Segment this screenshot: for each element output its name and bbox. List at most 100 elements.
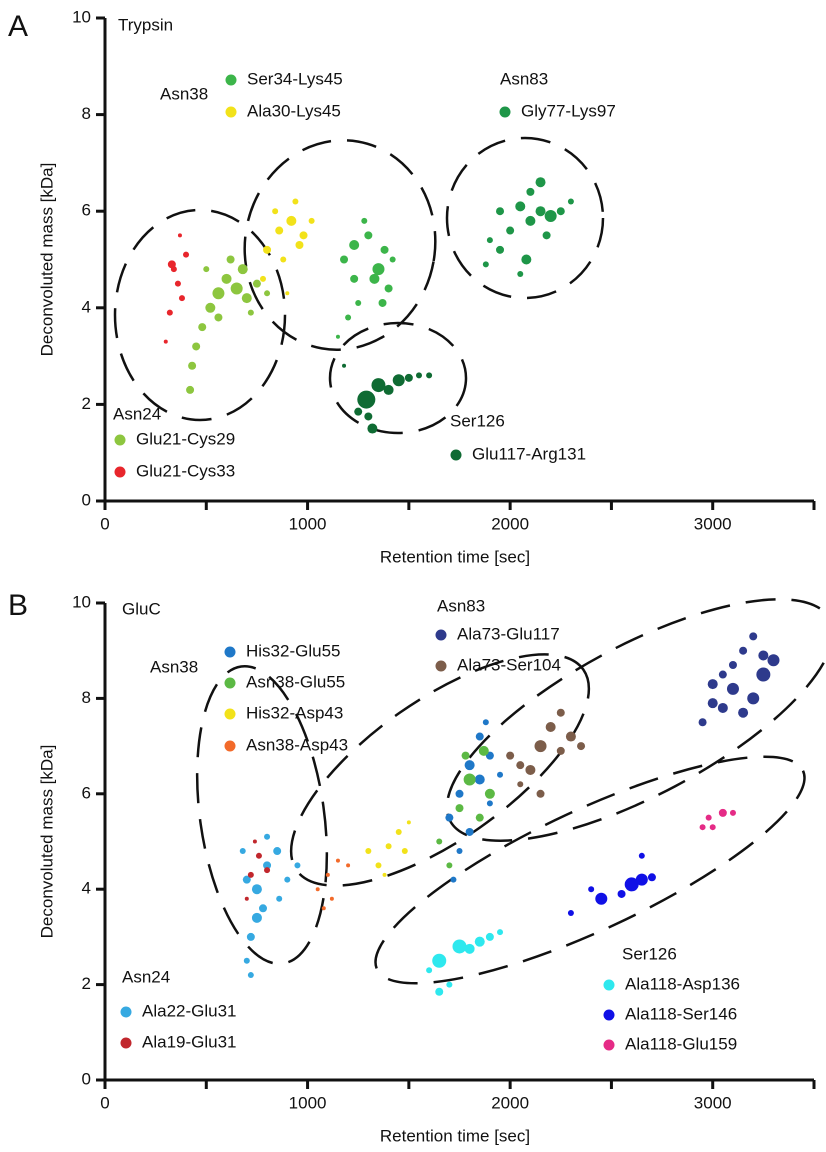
group-outline: [445, 136, 605, 300]
data-point: [617, 889, 626, 898]
data-point: [525, 215, 536, 226]
legend-marker: [603, 1009, 615, 1021]
data-point: [536, 789, 545, 798]
data-point: [350, 274, 359, 283]
data-point: [166, 309, 173, 316]
data-point: [251, 884, 262, 895]
data-point: [556, 746, 565, 755]
x-tick-label: 0: [100, 514, 109, 533]
legend-label: His32-Asp43: [246, 703, 343, 722]
group-outline: [195, 664, 329, 966]
group-outline: [243, 139, 437, 351]
x-tick-label: 2000: [491, 1093, 529, 1112]
data-point: [452, 939, 467, 954]
legend-marker: [603, 979, 615, 991]
data-point: [241, 293, 252, 304]
data-point: [577, 742, 586, 751]
data-point: [369, 273, 380, 284]
group-label: Asn83: [500, 69, 548, 88]
data-point: [729, 809, 736, 816]
data-point: [392, 374, 405, 387]
data-point: [335, 334, 340, 339]
data-point: [384, 284, 393, 293]
data-point: [284, 876, 291, 883]
data-point: [364, 231, 373, 240]
data-point: [497, 771, 504, 778]
legend-label: Ala30-Lys45: [247, 101, 341, 120]
legend-label: Ala118-Glu159: [625, 1034, 737, 1053]
data-point: [247, 972, 254, 979]
data-point: [177, 233, 182, 238]
legend-marker: [120, 1006, 132, 1018]
data-point: [517, 781, 524, 788]
y-tick-label: 6: [82, 783, 91, 802]
data-point: [340, 255, 349, 264]
legend-label: Glu21-Cys33: [136, 461, 235, 480]
data-point: [325, 872, 330, 877]
data-point: [709, 824, 716, 831]
data-point: [251, 912, 262, 923]
y-tick-label: 4: [82, 297, 91, 316]
group-outline: [374, 755, 806, 985]
data-point: [273, 847, 282, 856]
data-point: [226, 255, 235, 264]
x-tick-label: 1000: [289, 1093, 327, 1112]
data-point: [285, 291, 290, 296]
data-point: [244, 896, 249, 901]
data-point: [415, 372, 422, 379]
data-point: [455, 804, 464, 813]
data-point: [275, 226, 284, 235]
data-point: [163, 339, 168, 344]
legend-marker: [120, 1037, 132, 1049]
legend-label: Asn38-Glu55: [246, 672, 345, 691]
data-point: [521, 254, 532, 265]
data-point: [212, 287, 225, 300]
data-point: [747, 692, 760, 705]
data-point: [496, 207, 505, 216]
data-point: [178, 295, 185, 302]
data-point: [321, 906, 326, 911]
data-point: [198, 323, 207, 332]
data-point: [485, 932, 494, 941]
data-point: [463, 773, 476, 786]
data-point: [526, 187, 535, 196]
data-point: [230, 282, 243, 295]
data-point: [315, 887, 320, 892]
data-point: [426, 967, 433, 974]
panel-label: A: [8, 10, 28, 43]
data-point: [371, 378, 386, 393]
data-point: [739, 646, 748, 655]
data-point: [367, 423, 378, 434]
data-point: [436, 838, 443, 845]
legend-marker: [435, 629, 447, 641]
data-point: [263, 245, 272, 254]
legend-marker: [114, 466, 126, 478]
legend-label: Ala73-Ser104: [457, 655, 561, 674]
data-point: [446, 862, 453, 869]
data-point: [535, 177, 546, 188]
data-point: [465, 827, 474, 836]
y-tick-label: 6: [82, 201, 91, 220]
data-point: [426, 372, 433, 379]
data-point: [726, 682, 739, 695]
legend-marker: [450, 449, 462, 461]
data-point: [450, 876, 457, 883]
data-point: [534, 740, 547, 753]
data-point: [542, 231, 551, 240]
data-point: [188, 361, 197, 370]
group-label: Asn83: [437, 596, 485, 615]
data-point: [464, 943, 475, 954]
data-point: [246, 932, 255, 941]
y-tick-label: 0: [82, 1069, 91, 1088]
group-label: Asn24: [122, 967, 170, 986]
data-point: [342, 363, 347, 368]
x-tick-label: 3000: [694, 1093, 732, 1112]
data-point: [183, 251, 190, 258]
y-tick-label: 2: [82, 974, 91, 993]
data-point: [478, 745, 489, 756]
data-point: [482, 261, 489, 268]
data-point: [455, 789, 464, 798]
legend-label: Ala118-Ser146: [625, 1004, 737, 1023]
legend-marker: [435, 660, 447, 672]
